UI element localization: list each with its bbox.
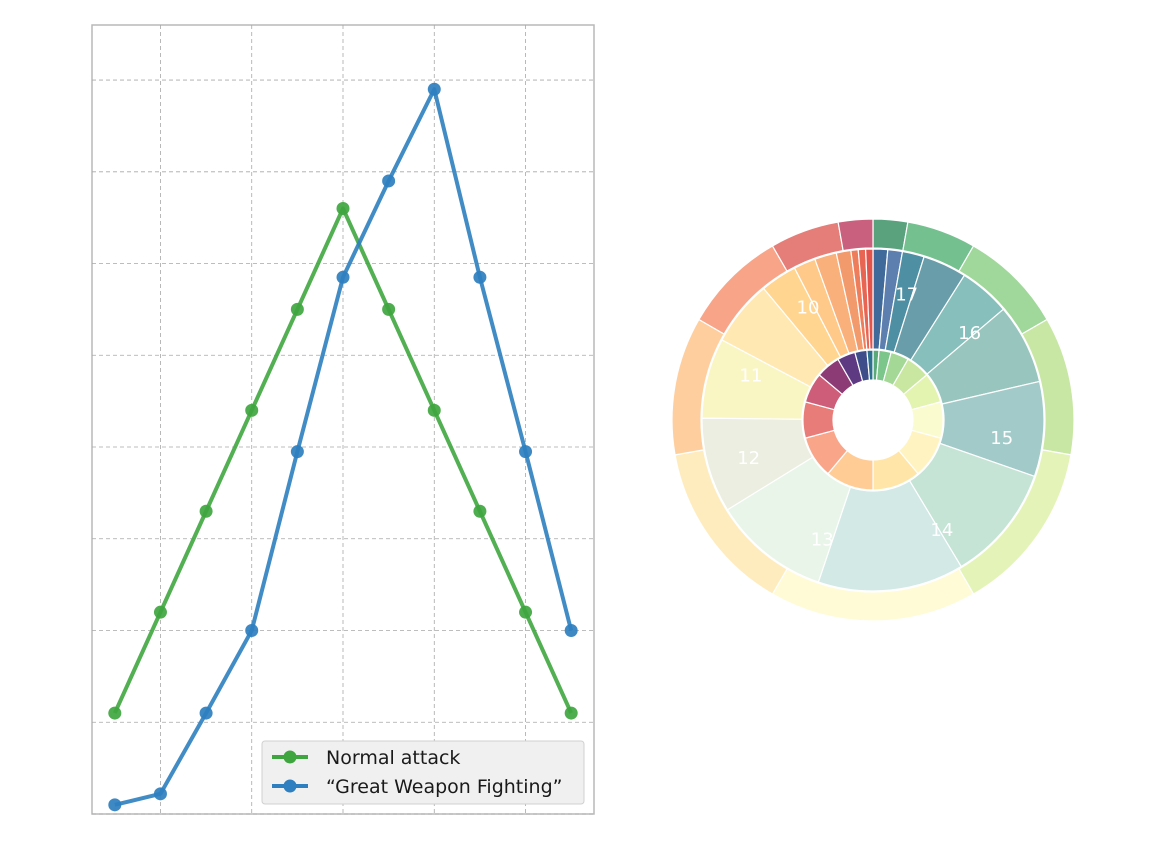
series-1-point-1 xyxy=(153,787,167,801)
line-chart: Normal attack “Great Weapon Fighting” xyxy=(91,24,595,815)
ring-label-17: 17 xyxy=(895,284,918,305)
series-0-point-3 xyxy=(245,403,259,417)
series-0-point-4 xyxy=(290,302,304,316)
series-1-point-2 xyxy=(199,706,213,720)
series-0-point-8 xyxy=(473,504,487,518)
series-1-point-10 xyxy=(564,624,578,638)
series-0-point-2 xyxy=(199,504,213,518)
series-0-point-9 xyxy=(519,605,533,619)
ring-label-14: 14 xyxy=(930,520,953,541)
middle-ring-wedge-8 xyxy=(817,480,962,592)
ring-label-13: 13 xyxy=(811,530,834,551)
series-0-point-5 xyxy=(336,201,350,215)
series-1-point-8 xyxy=(473,270,487,284)
middle-ring-labels: 17 16 15 14 13 12 11 10 xyxy=(737,284,1013,550)
nested-donut-chart: 17 16 15 14 13 12 11 10 xyxy=(671,218,1075,622)
legend-marker-normal-attack xyxy=(283,750,297,764)
ring-label-16: 16 xyxy=(958,323,981,344)
middle-ring xyxy=(701,248,1045,592)
inner-ring xyxy=(802,349,944,491)
inner-ring-wedge-15 xyxy=(866,349,874,381)
line-grid xyxy=(92,25,594,815)
series-1-point-3 xyxy=(245,624,259,638)
ring-label-12: 12 xyxy=(737,448,760,469)
ring-label-15: 15 xyxy=(990,428,1013,449)
series-1-point-4 xyxy=(290,445,304,459)
outer-ring-wedge-0 xyxy=(872,218,909,252)
line-series-layer xyxy=(108,82,578,812)
series-1-point-0 xyxy=(108,798,122,812)
series-0-point-6 xyxy=(382,302,396,316)
outer-ring xyxy=(671,218,1075,622)
legend-marker-great-weapon-fighting xyxy=(283,779,297,793)
series-0-point-0 xyxy=(108,706,122,720)
series-1-point-5 xyxy=(336,270,350,284)
ring-label-11: 11 xyxy=(739,366,762,387)
series-0-point-10 xyxy=(564,706,578,720)
outer-ring-wedge-10 xyxy=(837,218,874,252)
legend-label-great-weapon-fighting: “Great Weapon Fighting” xyxy=(326,776,562,798)
series-1-point-6 xyxy=(382,174,396,188)
line-legend: Normal attack “Great Weapon Fighting” xyxy=(261,740,585,805)
legend-label-normal-attack: Normal attack xyxy=(326,747,460,769)
series-1-point-7 xyxy=(427,82,441,96)
ring-label-10: 10 xyxy=(797,297,820,318)
series-0-point-7 xyxy=(427,403,441,417)
series-1-point-9 xyxy=(519,445,533,459)
middle-ring-wedge-19 xyxy=(864,248,874,350)
series-0-point-1 xyxy=(153,605,167,619)
legend-box xyxy=(261,740,585,805)
